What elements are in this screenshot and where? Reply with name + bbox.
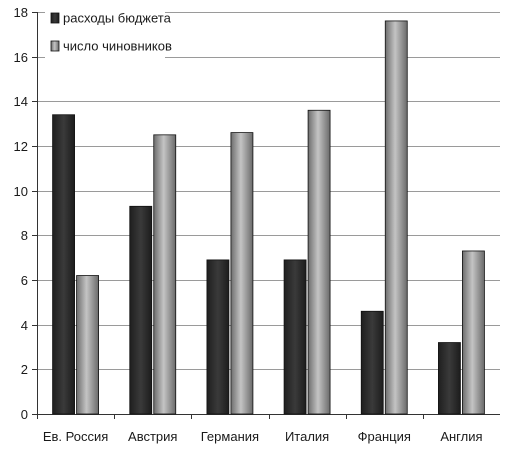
legend-box — [45, 5, 165, 62]
bar-officials-3 — [307, 109, 331, 415]
x-category-label: Австрия — [128, 429, 177, 444]
bar-officials-5 — [462, 250, 485, 415]
y-tick-label: 12 — [14, 139, 28, 154]
x-category-label: Ев. Россия — [43, 429, 108, 444]
y-tick-label: 14 — [14, 94, 28, 109]
bar-budget-2 — [206, 259, 230, 415]
bar-budget-3 — [283, 259, 307, 415]
y-tick-label: 16 — [14, 50, 28, 65]
bar-officials-0 — [76, 275, 99, 415]
legend-swatch-0 — [50, 12, 60, 24]
bars — [52, 20, 485, 415]
axes — [32, 12, 500, 419]
x-category-label: Франция — [358, 429, 411, 444]
bar-officials-4 — [384, 20, 408, 415]
bar-officials-2 — [230, 132, 254, 415]
x-category-label: Англия — [440, 429, 482, 444]
bar-budget-0 — [52, 114, 75, 415]
y-tick-label: 2 — [21, 362, 28, 377]
legend: расходы бюджета число чиновников — [45, 5, 172, 62]
bar-budget-1 — [129, 205, 153, 415]
bar-budget-5 — [438, 342, 461, 415]
gridlines — [37, 12, 500, 370]
bar-budget-4 — [360, 310, 384, 415]
y-tick-label: 0 — [21, 407, 28, 422]
tick-labels: 0 2 4 6 8 10 12 14 16 18 Ев. Россия Австрия Германия… — [14, 5, 483, 444]
x-category-label: Германия — [201, 429, 259, 444]
bar-officials-1 — [153, 134, 177, 415]
x-category-label: Италия — [285, 429, 329, 444]
legend-label-1: число чиновников — [63, 39, 172, 54]
legend-label-0: расходы бюджета — [63, 11, 172, 26]
legend-swatch-1 — [50, 40, 60, 52]
y-tick-label: 4 — [21, 318, 28, 333]
y-tick-label: 6 — [21, 273, 28, 288]
y-tick-label: 10 — [14, 184, 28, 199]
y-tick-label: 8 — [21, 228, 28, 243]
y-tick-label: 18 — [14, 5, 28, 20]
